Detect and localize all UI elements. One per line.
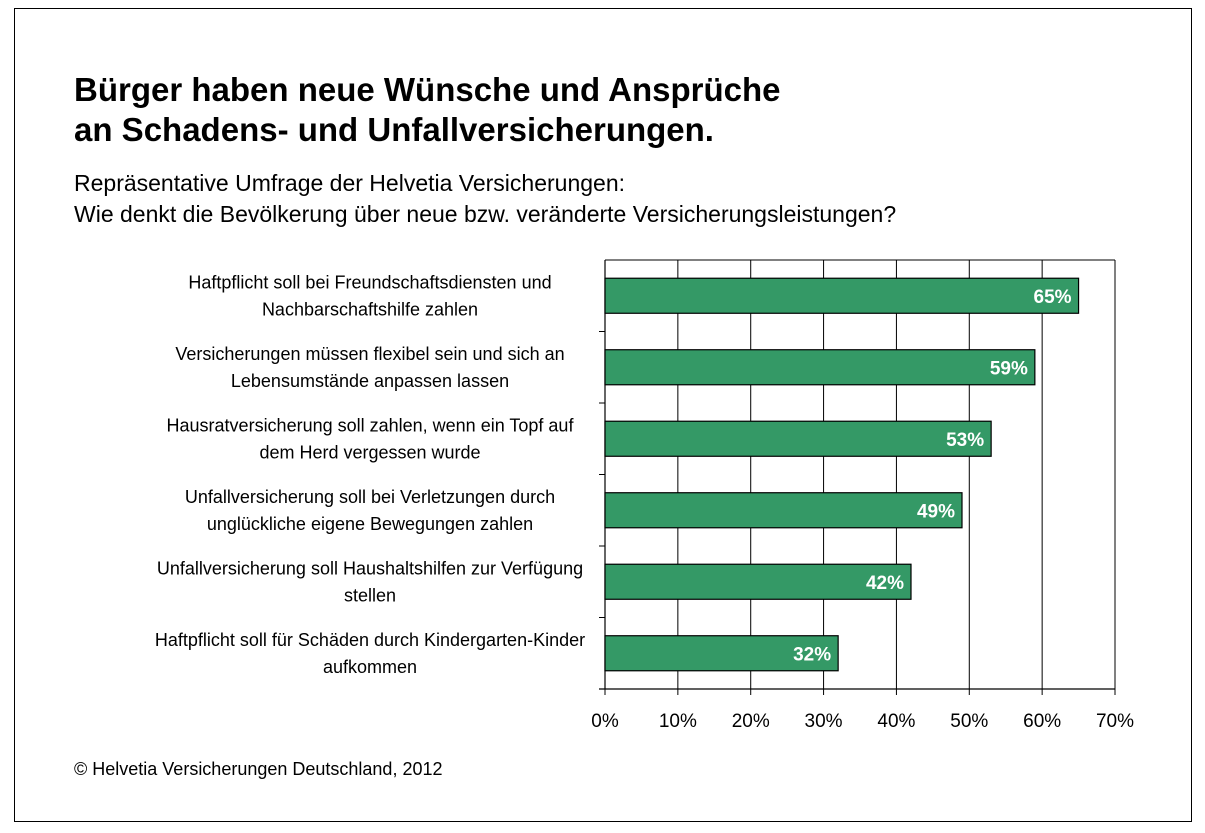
chart-frame [14,8,1192,822]
x-tick-label: 70% [1096,711,1134,732]
data-label: 49% [917,501,955,522]
title-line-2: an Schadens- und Unfallversicherungen. [74,111,714,148]
subtitle-line-1: Repräsentative Umfrage der Helvetia Vers… [74,170,626,196]
category-label: Haftpflicht soll bei Freundschaftsdienst… [188,272,551,292]
x-tick-label: 0% [591,711,619,732]
data-label: 53% [946,430,984,451]
category-label: Unfallversicherung soll bei Verletzungen… [185,487,555,507]
bar [604,635,839,672]
x-tick-label: 60% [1023,711,1061,732]
x-tick-label: 10% [659,711,697,732]
title-line-1: Bürger haben neue Wünsche und Ansprüche [74,71,781,108]
category-label: aufkommen [323,657,417,677]
category-label: Lebensumstände anpassen lassen [231,371,509,391]
subtitle-line-2: Wie denkt die Bevölkerung über neue bzw.… [74,201,897,227]
data-label: 42% [866,573,904,594]
data-label: 65% [1034,287,1072,308]
chart-title: Bürger haben neue Wünsche und Ansprüche … [74,70,781,150]
data-label: 32% [793,644,831,665]
x-tick-label: 20% [732,711,770,732]
category-label: stellen [344,585,396,605]
category-label: Hausratversicherung soll zahlen, wenn ei… [167,415,575,435]
x-tick-label: 50% [950,711,988,732]
bar [604,349,1036,386]
bar [604,420,992,457]
category-label: Versicherungen müssen flexibel sein und … [175,344,564,364]
category-label: dem Herd vergessen wurde [259,442,480,462]
source-note: © Helvetia Versicherungen Deutschland, 2… [74,759,443,779]
bar [604,492,963,529]
x-tick-label: 30% [805,711,843,732]
category-label: Nachbarschaftshilfe zahlen [262,299,478,319]
bar [604,563,912,600]
data-label: 59% [990,358,1028,379]
x-tick-label: 40% [877,711,915,732]
category-label: unglückliche eigene Bewegungen zahlen [207,514,533,534]
chart-subtitle: Repräsentative Umfrage der Helvetia Vers… [74,168,896,230]
category-label: Haftpflicht soll für Schäden durch Kinde… [155,630,585,650]
category-label: Unfallversicherung soll Haushaltshilfen … [157,558,583,578]
bar [604,277,1080,314]
